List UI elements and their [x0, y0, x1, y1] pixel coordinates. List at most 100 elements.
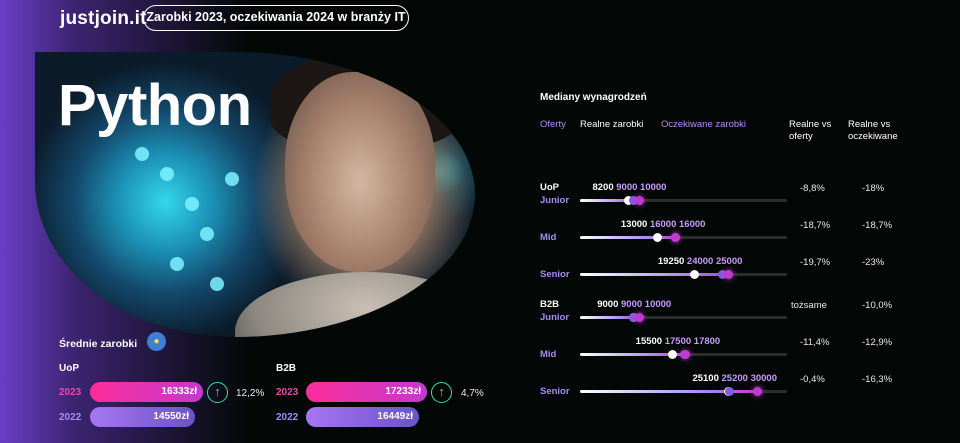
real-salary-value: 19250	[657, 256, 685, 267]
real-salary-marker	[652, 233, 662, 242]
uop-2022-bar: 14550zł	[90, 407, 195, 427]
salary-range-track	[580, 387, 787, 396]
real-salary-value: 8200	[592, 182, 614, 193]
real-salary-marker	[667, 350, 677, 359]
offer-salary-value: 16000	[649, 219, 677, 230]
uop-level-label: Junior	[540, 195, 570, 206]
b2b-change-percent: 4,7%	[461, 388, 484, 399]
average-salaries-label: Średnie zarobki	[59, 338, 138, 350]
real-vs-offers-value: -8,8%	[800, 183, 825, 194]
real-salary-value: 13000	[620, 219, 648, 230]
salary-range-track	[580, 350, 787, 359]
b2b-increase-arrow-icon: ↑	[431, 382, 452, 403]
offer-salary-value: 9000	[621, 299, 643, 310]
photo-shoulders	[235, 272, 475, 337]
b2b-level-label: Mid	[540, 349, 557, 360]
expected-salary-value: 25000	[715, 256, 743, 267]
real-vs-offers-value: -18,7%	[800, 220, 831, 231]
header-real-vs-offers: Realne vs oferty	[789, 119, 832, 142]
b2b-2023-bar: 17233zł	[306, 382, 427, 402]
uop-change-percent: 12,2%	[236, 388, 265, 399]
language-title: Python	[58, 73, 252, 138]
expected-salary-marker	[723, 270, 733, 279]
python-logo-icon: ●	[147, 332, 166, 351]
b2b-average-title: B2B	[276, 363, 297, 374]
bokeh-dot	[170, 257, 184, 271]
salary-range-track	[580, 233, 787, 242]
uop-year-2023: 2023	[59, 387, 82, 398]
salary-values: 19250 24000 25000	[658, 256, 743, 267]
salary-values: 15500 17500 17800	[636, 336, 721, 347]
bokeh-dot	[210, 277, 224, 291]
real-salary-marker	[689, 270, 699, 279]
b2b-year-2023: 2023	[276, 387, 299, 398]
expected-salary-value: 10000	[640, 182, 667, 193]
uop-2023-bar: 16333zł	[90, 382, 203, 402]
real-vs-offers-value: tożsame	[791, 300, 827, 311]
salary-range-track	[580, 313, 787, 322]
report-title-pill: Zarobki 2023, oczekiwania 2024 w branży …	[143, 5, 409, 31]
header-offers: Oferty	[540, 119, 566, 130]
salary-range-fill	[580, 353, 686, 356]
offer-salary-marker	[725, 387, 735, 396]
uop-increase-arrow-icon: ↑	[207, 382, 228, 403]
b2b-level-label: Junior	[540, 312, 570, 323]
bokeh-dot	[185, 197, 199, 211]
salary-values: 8200 9000 10000	[592, 182, 666, 193]
b2b-2022-bar: 16449zł	[306, 407, 419, 427]
offer-salary-value: 24000	[686, 256, 714, 267]
salary-range-fill	[580, 316, 640, 319]
real-salary-value: 25100	[692, 373, 719, 384]
real-vs-offers-value: -19,7%	[800, 257, 831, 268]
salary-range-fill	[580, 199, 640, 202]
salary-range-track	[580, 196, 787, 205]
real-vs-expected-value: -23%	[862, 257, 885, 268]
salary-range-fill	[580, 273, 728, 276]
real-vs-offers-value: -11,4%	[800, 337, 830, 348]
expected-salary-marker	[681, 350, 691, 359]
uop-level-label: Mid	[540, 232, 557, 243]
expected-salary-value: 16000	[679, 219, 706, 230]
offer-salary-value: 17500	[664, 336, 692, 347]
offer-salary-marker	[629, 313, 639, 322]
expected-salary-value: 10000	[644, 299, 672, 310]
uop-segment-label: UoP	[540, 182, 559, 193]
expected-salary-value: 30000	[750, 373, 777, 384]
b2b-segment-label: B2B	[540, 299, 560, 310]
real-salary-value: 9000	[597, 299, 619, 310]
expected-salary-marker	[635, 313, 645, 322]
b2b-year-2022: 2022	[276, 412, 299, 423]
salary-values: 25100 25200 30000	[692, 373, 777, 384]
bokeh-dot	[160, 167, 174, 181]
uop-year-2022: 2022	[59, 412, 82, 423]
b2b-level-label: Senior	[540, 386, 570, 397]
salary-range-fill	[580, 390, 758, 393]
expected-salary-marker	[670, 233, 680, 242]
expected-salary-marker	[635, 196, 645, 205]
salary-range-track	[580, 270, 787, 279]
offer-salary-marker	[717, 270, 727, 279]
real-vs-expected-value: -16,3%	[862, 374, 893, 385]
uop-average-title: UoP	[59, 363, 79, 374]
bokeh-dot	[225, 172, 239, 186]
medians-title: Mediany wynagrodzeń	[540, 92, 647, 103]
real-salary-marker	[624, 196, 634, 205]
real-vs-expected-value: -10,0%	[862, 300, 893, 311]
header-real-salary: Realne zarobki	[580, 119, 644, 130]
header-expected-salary: Oczekiwane zarobki	[661, 119, 747, 130]
salary-values: 13000 16000 16000	[621, 219, 706, 230]
offer-salary-marker	[629, 196, 639, 205]
salary-values: 9000 9000 10000	[597, 299, 671, 310]
uop-level-label: Senior	[540, 269, 570, 280]
bokeh-dot	[200, 227, 214, 241]
expected-salary-marker	[753, 387, 763, 396]
real-salary-value: 15500	[635, 336, 663, 347]
offer-salary-value: 9000	[616, 182, 638, 193]
real-vs-offers-value: -0,4%	[800, 374, 825, 385]
salary-range-fill	[580, 236, 675, 239]
bokeh-dot	[135, 147, 149, 161]
justjoin-logo[interactable]: justjoin.it	[60, 8, 147, 29]
real-vs-expected-value: -18%	[862, 183, 885, 194]
photo-face	[285, 72, 435, 272]
hero-photo	[35, 52, 475, 337]
